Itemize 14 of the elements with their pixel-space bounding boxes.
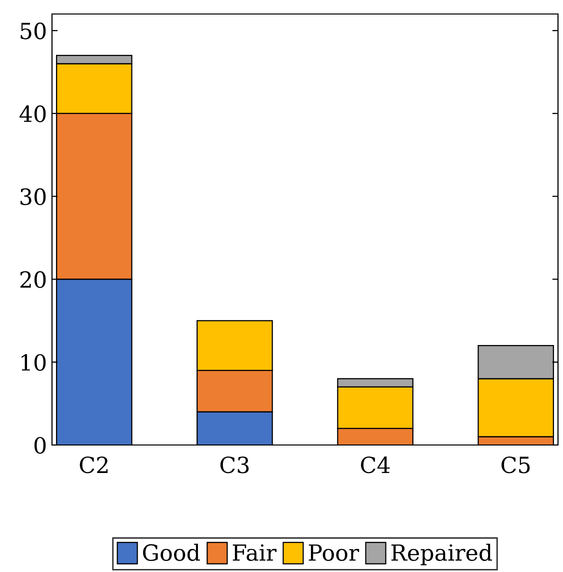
x-tick-label: C3 xyxy=(220,456,249,474)
y-tick-label: 50 xyxy=(20,22,46,40)
legend-label: Poor xyxy=(308,544,360,561)
y-tick-label: 0 xyxy=(34,436,46,454)
x-tick-label: C2 xyxy=(80,456,108,474)
legend-label: Repaired xyxy=(391,544,492,566)
legend-label: Fair xyxy=(232,544,277,561)
legend-label: Good xyxy=(143,544,200,561)
y-tick-label: 20 xyxy=(20,271,46,288)
y-tick-label: 30 xyxy=(20,188,46,206)
y-tick-label: 10 xyxy=(22,354,46,371)
x-tick-label: C5 xyxy=(502,456,530,474)
y-tick-label: 40 xyxy=(20,105,46,122)
x-tick-label: C4 xyxy=(360,456,390,474)
